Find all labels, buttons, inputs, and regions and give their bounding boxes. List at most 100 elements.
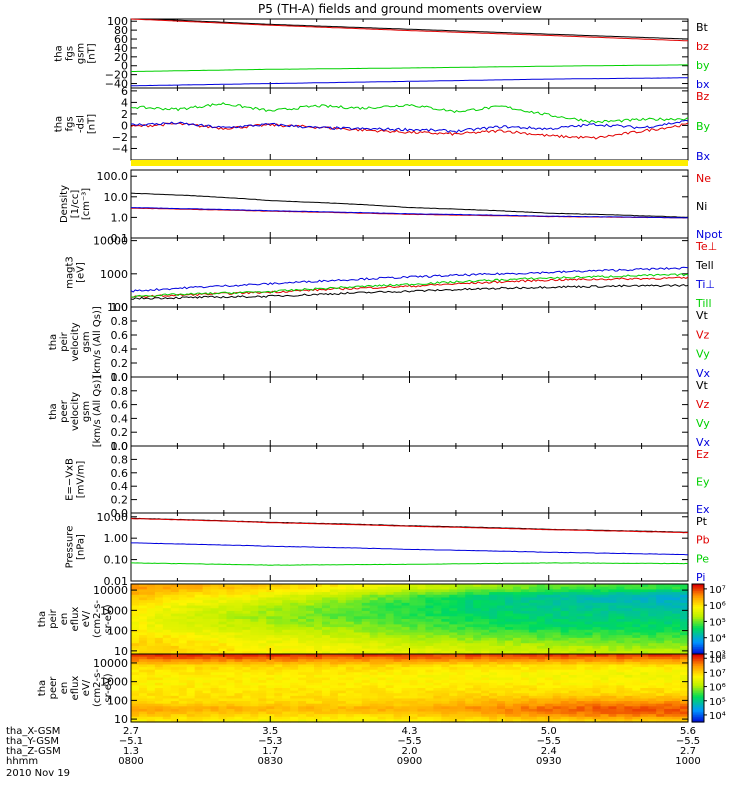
spectrogram-cell <box>361 616 371 620</box>
spectrogram-cell <box>385 597 395 601</box>
spectrogram-cell <box>417 719 427 723</box>
spectrogram-cell <box>298 624 307 628</box>
spectrogram-cell <box>648 589 657 593</box>
spectrogram-cell <box>154 711 164 715</box>
spectrogram-cell <box>512 664 522 668</box>
spectrogram-cell <box>433 648 442 652</box>
spectrogram-cell <box>497 685 506 689</box>
spectrogram-cell <box>162 701 172 705</box>
spectrogram-cell <box>131 674 140 679</box>
spectrogram-cell <box>337 621 347 625</box>
spectrogram-cell <box>497 672 506 676</box>
spectrogram-cell <box>361 651 371 655</box>
spectrogram-cell <box>409 592 419 596</box>
spectrogram-cell <box>640 667 649 671</box>
spectrogram-cell <box>664 640 673 644</box>
spectrogram-cell <box>449 669 458 673</box>
spectrogram-cell <box>321 602 331 607</box>
spectrogram-cell <box>218 616 228 620</box>
spectrogram-cell <box>138 672 148 676</box>
spectrogram-cell <box>576 610 586 615</box>
spectrogram-cell <box>226 613 236 617</box>
spectrogram-cell <box>632 624 641 628</box>
spectrogram-cell <box>401 688 411 692</box>
spectrogram-cell <box>584 613 594 617</box>
spectrogram-cell <box>608 610 617 615</box>
spectrogram-cell <box>520 685 530 689</box>
spectrogram-cell <box>624 613 633 617</box>
spectrogram-cell <box>417 685 427 689</box>
spectrogram-cell <box>170 719 180 723</box>
spectrogram-cell <box>632 685 641 689</box>
spectrogram-cell <box>481 645 490 650</box>
spectrogram-cell <box>592 674 602 679</box>
spectrogram-cell <box>282 706 291 710</box>
spectrogram-cell <box>560 635 570 639</box>
spectrogram-cell <box>656 716 665 720</box>
spectrogram-cell <box>274 610 283 615</box>
spectrogram-cell <box>306 608 315 612</box>
spectrogram-cell <box>584 589 594 593</box>
spectrogram-cell <box>528 621 538 625</box>
spectrogram-cell <box>274 719 283 723</box>
spectrogram-cell <box>258 695 267 700</box>
spectrogram-cell <box>186 648 196 652</box>
colorbar-cell <box>692 606 704 610</box>
spectrogram-cell <box>664 708 673 713</box>
spectrogram-cell <box>473 659 482 663</box>
spectrogram-cell <box>266 640 275 644</box>
spectrogram-cell <box>178 659 188 663</box>
panel-frame <box>130 169 689 239</box>
spectrogram-cell <box>361 589 371 593</box>
colorbar-cell <box>692 592 704 596</box>
spectrogram-cell <box>544 640 554 644</box>
spectrogram-cell <box>425 621 434 625</box>
spectrogram-cell <box>250 690 259 694</box>
spectrogram-cell <box>616 584 625 588</box>
spectrogram-cell <box>194 584 204 588</box>
spectrogram-cell <box>616 654 625 658</box>
spectrogram-cell <box>266 680 275 684</box>
spectrogram-cell <box>433 695 442 700</box>
spectrogram-cell <box>489 703 498 707</box>
spectrogram-cell <box>489 651 498 655</box>
spectrogram-cell <box>329 703 339 707</box>
spectrogram-cell <box>321 698 331 702</box>
spectrogram-cell <box>497 682 506 686</box>
spectrogram-cell <box>345 619 355 623</box>
spectrogram-cell <box>369 621 379 625</box>
spectrogram-cell <box>202 669 212 673</box>
spectrogram-cell <box>138 719 148 723</box>
spectrogram-cell <box>361 656 371 660</box>
spectrogram-cell <box>473 677 482 681</box>
spectrogram-cell <box>520 716 530 720</box>
x-axis-value: −5.5 <box>676 736 700 747</box>
spectrogram-cell <box>417 677 427 681</box>
spectrogram-cell <box>441 685 450 689</box>
spectrogram-cell <box>473 619 482 623</box>
spectrogram-cell <box>528 714 538 718</box>
spectrogram-cell <box>576 674 586 679</box>
spectrogram-cell <box>441 711 450 715</box>
spectrogram-cell <box>457 645 466 650</box>
spectrogram-cell <box>298 605 307 609</box>
spectrogram-cell <box>433 685 442 689</box>
spectrogram-cell <box>210 669 220 673</box>
spectrogram-cell <box>242 643 251 647</box>
spectrogram-cell <box>377 637 387 642</box>
spectrogram-cell <box>568 667 578 671</box>
spectrogram-cell <box>401 651 411 655</box>
spectrogram-cell <box>481 616 490 620</box>
spectrogram-cell <box>131 682 140 686</box>
spectrogram-cell <box>401 632 411 636</box>
spectrogram-cell <box>536 661 546 666</box>
spectrogram-cell <box>449 654 458 658</box>
spectrogram-cell <box>242 610 251 615</box>
spectrogram-cell <box>186 643 196 647</box>
spectrogram-cell <box>481 608 490 612</box>
spectrogram-cell <box>194 594 204 599</box>
spectrogram-cell <box>640 613 649 617</box>
colorbar-cell <box>692 626 704 629</box>
spectrogram-cell <box>178 688 188 692</box>
colorbar-cell <box>692 596 704 599</box>
